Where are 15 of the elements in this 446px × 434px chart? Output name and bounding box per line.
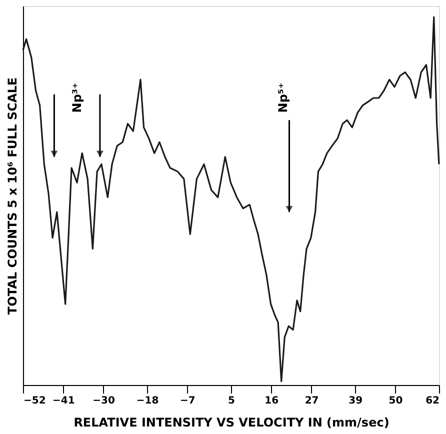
x-axis-title: RELATIVE INTENSITY VS VELOCITY IN (mm/sec) [74,416,390,430]
x-tick-label: 16 [264,396,279,406]
x-tick-label: 5 [228,396,236,406]
x-tick-label: 39 [348,396,363,406]
x-tick-label: −7 [180,396,196,406]
y-axis-title: TOTAL COUNTS 5 x 10⁶ FULL SCALE [6,77,20,315]
x-tick-label: −41 [52,396,75,406]
x-tick-label: −30 [92,396,115,406]
x-tick-label: 50 [388,396,403,406]
x-tick-label: 27 [304,396,319,406]
annotation: Np³⁺ [70,82,84,113]
x-tick-label: −52 [24,396,46,406]
x-tick-label: 62 [426,396,440,406]
annotation: Np⁵⁺ [276,82,290,113]
x-tick-label: −18 [136,396,159,406]
